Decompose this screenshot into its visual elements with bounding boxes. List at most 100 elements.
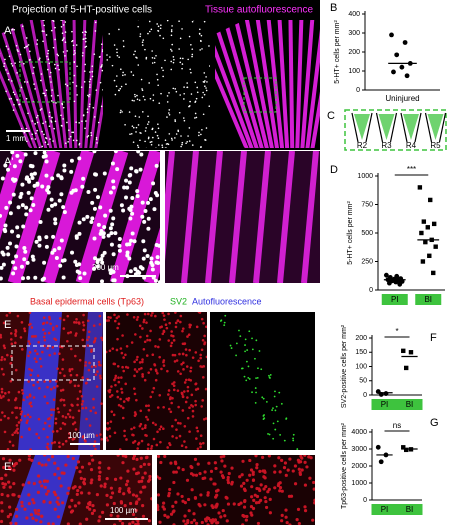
cell-dot bbox=[1, 481, 5, 486]
cell-dot bbox=[134, 523, 138, 525]
x-tick-label: PI bbox=[381, 400, 389, 409]
cell-dot bbox=[209, 469, 214, 473]
cell-dot bbox=[44, 244, 49, 249]
cell-dot bbox=[168, 113, 171, 116]
cell-dot bbox=[80, 394, 84, 398]
cell-dot bbox=[127, 173, 132, 178]
cell-dot bbox=[176, 370, 180, 373]
cell-dot bbox=[35, 432, 38, 436]
cell-dot bbox=[3, 414, 7, 418]
cell-dot bbox=[98, 470, 102, 474]
cell-dot bbox=[213, 482, 217, 486]
cell-dot bbox=[308, 476, 312, 480]
cell-dot bbox=[11, 192, 16, 197]
cell-dot bbox=[172, 480, 176, 485]
cell-dot bbox=[26, 275, 31, 280]
cell-dot bbox=[27, 455, 31, 458]
cell-dot bbox=[64, 416, 68, 419]
cell-dot bbox=[137, 146, 140, 148]
cell-dot bbox=[190, 520, 194, 525]
cell-dot bbox=[162, 37, 165, 40]
cell-dot bbox=[33, 357, 37, 360]
cell-dot bbox=[56, 173, 61, 178]
cell-dot bbox=[280, 489, 284, 493]
cell-dot bbox=[124, 455, 128, 459]
cell-dot bbox=[182, 368, 185, 371]
ray-label: R4 bbox=[406, 141, 417, 150]
cell-dot bbox=[69, 158, 74, 163]
cell-dot bbox=[180, 362, 183, 366]
cell-dot bbox=[166, 101, 169, 103]
cell-dot bbox=[153, 363, 157, 367]
cell-dot bbox=[43, 30, 45, 33]
cell-dot bbox=[135, 494, 139, 498]
cell-dot bbox=[99, 376, 102, 380]
cell-dot bbox=[32, 396, 36, 399]
cell-dot bbox=[64, 439, 68, 443]
cell-dot bbox=[11, 444, 15, 447]
cell-dot bbox=[16, 72, 18, 74]
cell-dot bbox=[102, 171, 107, 176]
cell-dot bbox=[108, 226, 113, 231]
cell-dot bbox=[145, 404, 148, 408]
cell-dot bbox=[150, 314, 153, 317]
cell-dot bbox=[50, 413, 53, 417]
cell-dot bbox=[145, 334, 149, 338]
cell-dot bbox=[42, 122, 44, 125]
cell-dot bbox=[30, 335, 34, 338]
cell-dot bbox=[125, 253, 130, 258]
y-tick-label: 3000 bbox=[351, 446, 367, 453]
cell-dot bbox=[244, 350, 246, 353]
cell-dot bbox=[89, 409, 93, 413]
cell-dot bbox=[217, 511, 221, 515]
cell-dot bbox=[66, 121, 68, 124]
cell-dot bbox=[283, 461, 288, 465]
cell-dot bbox=[303, 483, 308, 487]
cell-dot bbox=[131, 456, 136, 461]
cell-dot bbox=[99, 257, 104, 262]
cell-dot bbox=[124, 382, 128, 386]
cell-dot bbox=[5, 45, 8, 48]
cell-dot bbox=[238, 475, 242, 479]
cell-dot bbox=[144, 424, 147, 427]
cell-dot bbox=[164, 59, 166, 62]
cell-dot bbox=[170, 48, 172, 51]
cell-dot bbox=[195, 116, 198, 119]
cell-dot bbox=[46, 442, 50, 446]
fin-ray bbox=[277, 20, 296, 148]
cell-dot bbox=[175, 133, 178, 135]
cell-dot bbox=[256, 376, 259, 379]
cell-dot bbox=[114, 374, 118, 378]
cell-dot bbox=[92, 266, 97, 271]
cell-dot bbox=[162, 329, 166, 333]
cell-dot bbox=[47, 68, 49, 71]
cell-dot bbox=[141, 239, 146, 244]
cell-dot bbox=[108, 190, 113, 195]
cell-dot bbox=[137, 64, 140, 66]
cell-dot bbox=[280, 458, 284, 462]
cell-dot bbox=[166, 369, 169, 373]
cell-dot bbox=[71, 456, 75, 461]
cell-dot bbox=[201, 48, 203, 50]
cell-dot bbox=[141, 427, 144, 431]
cell-dot bbox=[91, 75, 94, 78]
cell-dot bbox=[156, 23, 158, 25]
cell-dot bbox=[143, 426, 147, 430]
cell-dot bbox=[198, 504, 202, 508]
category-box bbox=[381, 294, 408, 305]
cell-dot bbox=[116, 514, 120, 518]
scale-bar-label: 100 µm bbox=[110, 506, 137, 515]
cell-dot bbox=[141, 327, 144, 330]
x-tick-label: PI bbox=[381, 505, 389, 514]
cell-dot bbox=[249, 505, 254, 509]
cell-dot bbox=[50, 120, 52, 122]
cell-dot bbox=[7, 390, 11, 394]
cell-dot bbox=[36, 352, 39, 356]
cell-dot bbox=[191, 415, 195, 418]
cell-dot bbox=[87, 135, 90, 137]
y-tick-label: 750 bbox=[361, 201, 373, 208]
cell-dot bbox=[188, 348, 191, 352]
cell-dot bbox=[140, 200, 145, 205]
cell-dot bbox=[94, 337, 97, 340]
cell-dot bbox=[64, 55, 66, 57]
